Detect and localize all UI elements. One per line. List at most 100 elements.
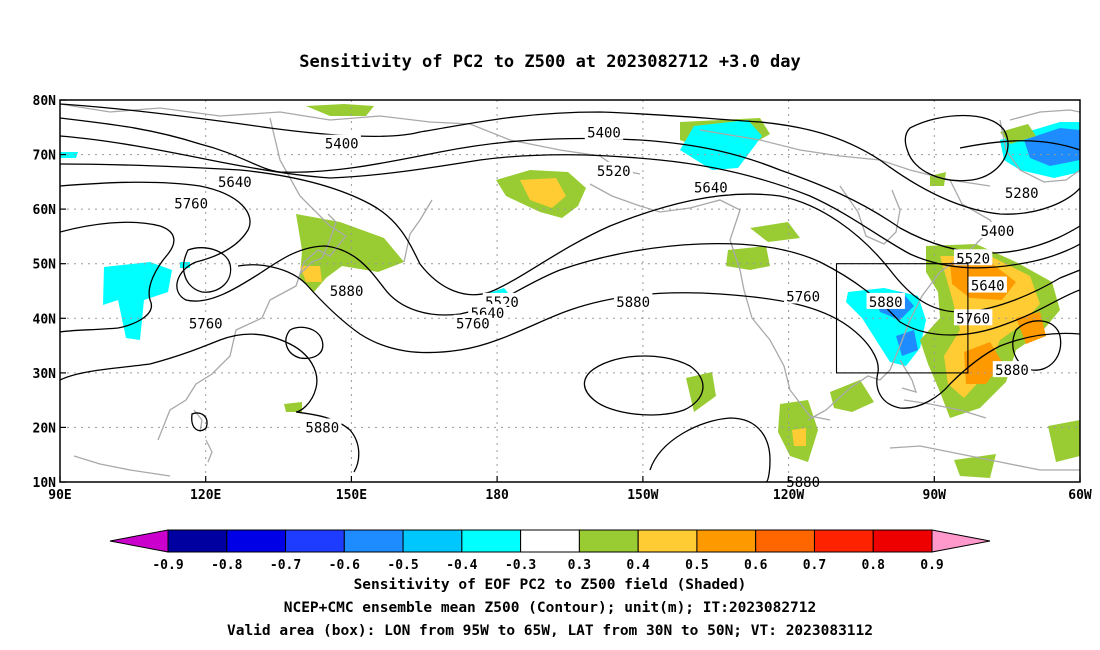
- colorbar-segment: [520, 529, 580, 553]
- contour-5640-w: [60, 163, 1080, 313]
- lon-label: 180: [485, 488, 509, 503]
- coastline-alaska: [589, 183, 741, 213]
- coastline-south-america: [889, 445, 1080, 471]
- colorbar-right-arrow: [931, 529, 991, 553]
- lon-label: 90E: [48, 488, 71, 503]
- contour-5400-east: [759, 121, 1080, 215]
- shade-green-gulf: [830, 380, 874, 412]
- contour-label: 5400: [325, 137, 359, 153]
- coastline-asia-east: [157, 117, 347, 441]
- colorbar-label: -0.3: [505, 558, 536, 573]
- colorbar-label: 0.3: [568, 558, 591, 573]
- contour-label: 5400: [587, 126, 621, 142]
- lon-tick-labels: 90E 120E 150E 180 150W 120W 90W 60W: [48, 488, 1092, 503]
- colorbar-label: 0.9: [920, 558, 943, 573]
- shade-green-nwpac: [284, 402, 302, 412]
- colorbar-label: 0.7: [803, 558, 826, 573]
- colorbar-segment: [461, 529, 522, 553]
- coastline-greenland: [999, 109, 1080, 183]
- colorbar-segment: [637, 529, 698, 553]
- valid-area-box: [835, 263, 969, 374]
- contour-low-siberia-2: [191, 412, 208, 432]
- contour-label: 5760: [174, 197, 208, 213]
- lat-label: 40N: [33, 312, 57, 327]
- contour-label-bg: [992, 361, 1032, 378]
- shade-orange-atlantic: [964, 342, 1002, 384]
- contour-label-bg: [613, 292, 653, 309]
- lon-label: 150W: [627, 488, 658, 503]
- lat-tick-labels: 80N 70N 60N 50N 40N 30N 20N 10N: [33, 94, 57, 491]
- contour-label: 5280: [1005, 186, 1039, 202]
- colorbar-label: -0.7: [270, 558, 301, 573]
- shade-green-siberia-top: [306, 104, 374, 116]
- map-frame: [59, 99, 1081, 483]
- contour-low-japan: [285, 326, 324, 360]
- colorbar-segment: [402, 529, 463, 553]
- contour-label: 5880: [330, 284, 364, 300]
- contour-label: 5760: [956, 311, 990, 327]
- lon-label: 120W: [773, 488, 804, 503]
- contour-label-bg: [594, 161, 633, 178]
- colorbar-segment: [872, 529, 933, 553]
- contour-label: 5640: [218, 175, 252, 191]
- lon-label: 120E: [190, 488, 221, 503]
- contour-5400-west: [60, 103, 761, 138]
- caption-line-2: NCEP+CMC ensemble mean Z500 (Contour); u…: [284, 600, 817, 616]
- colorbar-label: -0.6: [329, 558, 360, 573]
- contour-label-bg: [171, 194, 211, 211]
- contour-label-bg: [186, 314, 225, 331]
- lon-label: 90W: [923, 488, 947, 503]
- contour-label: 5640: [694, 180, 728, 196]
- shade-cyan-alaska: [680, 120, 762, 170]
- lat-label: 20N: [33, 421, 57, 436]
- contour-label-bg: [303, 418, 342, 435]
- shade-blue-greenland: [1024, 128, 1080, 166]
- shade-green-mexico: [686, 372, 716, 412]
- colorbar-segment: [226, 529, 287, 553]
- shade-cyan-siberia: [103, 262, 172, 340]
- shade-green-canada-1: [726, 246, 770, 270]
- coastline-north-america-west: [729, 209, 831, 421]
- contour-5880-1: [60, 221, 175, 333]
- lat-label: 80N: [33, 94, 57, 109]
- z500-contours: [60, 103, 1080, 482]
- coastline-caribbean: [903, 399, 987, 419]
- coastlines: [60, 103, 1080, 477]
- shade-yellow-centralam: [792, 428, 806, 446]
- colorbar-label: 0.5: [685, 558, 708, 573]
- contour-label: 5880: [995, 363, 1029, 379]
- contour-east-top: [959, 140, 1080, 151]
- coastline-kamchatka: [403, 199, 433, 263]
- contour-label: 5880: [616, 295, 650, 311]
- colorbar-label: -0.9: [152, 558, 183, 573]
- coastline-hudson: [839, 185, 901, 245]
- lat-label: 60N: [33, 203, 57, 218]
- shade-green-greenland: [1000, 124, 1036, 144]
- colorbar-label: 0.4: [626, 558, 650, 573]
- colorbar-label: -0.5: [387, 558, 418, 573]
- contour-label: 5760: [189, 317, 223, 333]
- contour-pac-high: [583, 355, 704, 416]
- shade-blue-greatlakes-2: [896, 330, 918, 356]
- contour-label-bg: [327, 282, 366, 298]
- colorbar-segment: [343, 529, 404, 553]
- coastline-florida: [899, 359, 918, 393]
- shade-cyan-china: [180, 262, 190, 268]
- page-title: Sensitivity of PC2 to Z500 at 2023082712…: [299, 52, 801, 72]
- contour-label-bg: [783, 287, 823, 304]
- contour-label: 5880: [786, 475, 820, 491]
- coastline-indonesia: [73, 455, 171, 477]
- contour-labels: 5400 5400 5520 5640 5760 5640 5280 5400 5520 5880…: [171, 123, 1041, 491]
- lat-label: 10N: [33, 476, 57, 491]
- lat-label: 50N: [33, 258, 57, 273]
- colorbar-segment: [578, 529, 639, 553]
- contour-label-bg: [322, 134, 361, 151]
- coastline-east-us: [807, 229, 991, 421]
- contour-label-bg: [1002, 183, 1041, 200]
- contour-high-atlantic: [1012, 320, 1062, 371]
- contour-label: 5760: [786, 289, 820, 305]
- contour-label-bg: [968, 276, 1007, 293]
- contour-label-bg: [866, 292, 905, 309]
- shade-green-canada-2: [750, 222, 800, 242]
